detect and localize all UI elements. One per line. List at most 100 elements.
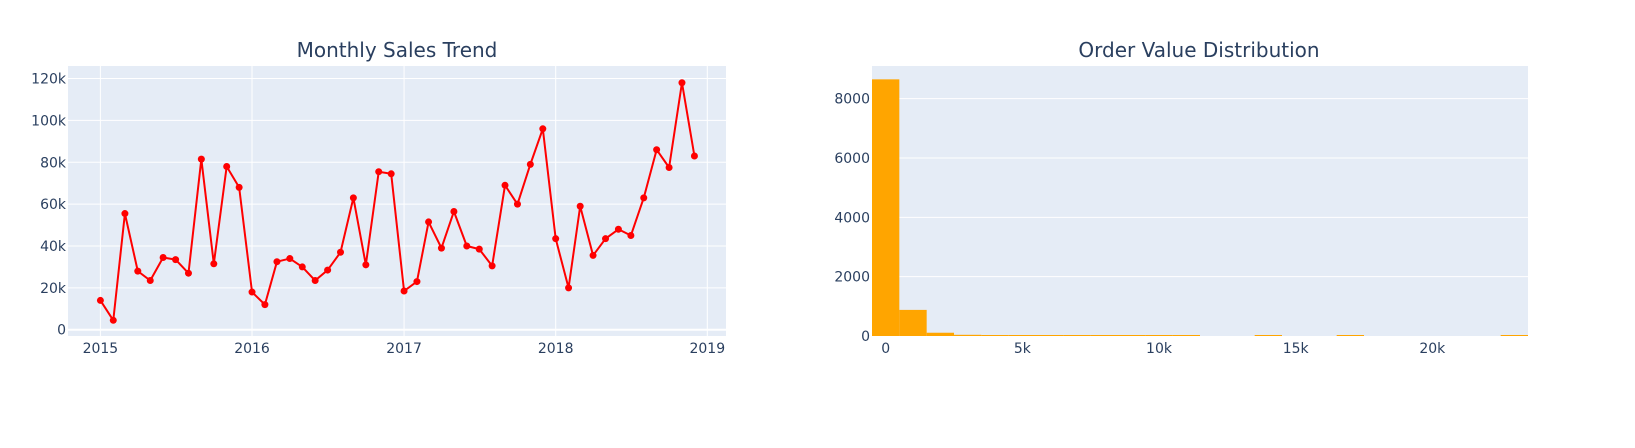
histogram-bar xyxy=(872,79,900,336)
x-tick-label: 15k xyxy=(1283,341,1310,357)
y-tick-label: 2000 xyxy=(834,270,870,286)
monthly-sales-plot: 2015 2016 2017 2018 2019 0 20k 40k 60k 80k 100k 12… xyxy=(31,38,726,357)
sales-point xyxy=(413,278,421,286)
y-tick-label: 40k xyxy=(40,239,67,255)
monthly-sales-y-ticks: 0 20k 40k 60k 80k 100k 120k xyxy=(31,72,67,339)
sales-point xyxy=(678,79,686,87)
sales-point xyxy=(121,210,129,218)
histogram-bar xyxy=(1090,335,1118,336)
sales-point xyxy=(387,170,395,178)
x-tick-label: 2019 xyxy=(689,341,725,357)
sales-point xyxy=(501,181,509,189)
y-tick-label: 4000 xyxy=(834,210,870,226)
order-value-plot-area xyxy=(872,66,1528,336)
sales-point xyxy=(273,258,281,266)
histogram-bar xyxy=(1118,335,1146,336)
sales-point xyxy=(690,152,698,160)
histogram-bar xyxy=(926,332,954,336)
y-tick-label: 8000 xyxy=(834,92,870,108)
sales-point xyxy=(311,277,319,285)
sales-point xyxy=(172,256,180,264)
sales-point xyxy=(475,245,483,253)
sales-point xyxy=(526,160,534,168)
y-tick-label: 6000 xyxy=(834,151,870,167)
sales-point xyxy=(552,235,560,243)
sales-point xyxy=(450,207,458,215)
y-tick-label: 120k xyxy=(31,72,67,88)
histogram-bar xyxy=(1500,335,1528,336)
sales-point xyxy=(602,235,610,243)
y-tick-label: 60k xyxy=(40,197,67,213)
y-tick-label: 0 xyxy=(57,323,66,339)
sales-point xyxy=(349,194,357,202)
monthly-sales-gridlines xyxy=(68,66,726,336)
x-tick-label: 2018 xyxy=(538,341,574,357)
sales-point xyxy=(463,242,471,250)
histogram-bar xyxy=(1036,335,1064,336)
x-tick-label: 2015 xyxy=(83,341,119,357)
order-value-x-ticks: 0 5k 10k 15k 20k xyxy=(881,341,1446,357)
histogram-bar xyxy=(1336,335,1364,336)
sales-point xyxy=(337,248,345,256)
histogram-bar xyxy=(1145,335,1173,336)
sales-point xyxy=(96,296,104,304)
sales-point xyxy=(362,261,370,269)
sales-point xyxy=(223,162,231,170)
sales-point xyxy=(589,251,597,259)
monthly-sales-title: Monthly Sales Trend xyxy=(297,38,498,62)
histogram-bar xyxy=(899,309,927,336)
sales-point xyxy=(539,125,547,133)
sales-point xyxy=(627,232,635,240)
sales-point xyxy=(261,301,269,309)
x-tick-label: 2016 xyxy=(234,341,270,357)
sales-point xyxy=(375,168,383,176)
histogram-bar xyxy=(1063,335,1091,336)
order-value-gridlines xyxy=(872,98,1528,278)
x-tick-label: 10k xyxy=(1146,341,1173,357)
histogram-bar xyxy=(1172,335,1200,336)
order-value-title: Order Value Distribution xyxy=(1078,38,1319,62)
sales-point xyxy=(437,244,445,252)
y-tick-label: 0 xyxy=(861,329,870,345)
sales-point xyxy=(210,260,218,268)
sales-point xyxy=(159,254,167,262)
x-tick-label: 2017 xyxy=(386,341,422,357)
monthly-sales-x-ticks: 2015 2016 2017 2018 2019 xyxy=(83,341,726,357)
monthly-sales-plot-area xyxy=(68,66,726,336)
sales-point xyxy=(425,218,433,226)
monthly-sales-series xyxy=(96,79,698,324)
x-tick-label: 20k xyxy=(1419,341,1446,357)
y-tick-label: 20k xyxy=(40,281,67,297)
sales-point xyxy=(197,155,205,163)
sales-point xyxy=(576,202,584,210)
order-value-bars xyxy=(872,79,1528,336)
sales-point xyxy=(134,267,142,275)
y-tick-label: 80k xyxy=(40,155,67,171)
sales-point xyxy=(248,288,256,296)
order-value-plot: 0 5k 10k 15k 20k 0 2000 4000 6000 8000 Order Val… xyxy=(834,38,1528,357)
y-tick-label: 100k xyxy=(31,113,67,129)
sales-point xyxy=(324,266,332,274)
sales-point xyxy=(653,146,661,154)
x-tick-label: 0 xyxy=(881,341,890,357)
sales-point xyxy=(298,263,306,271)
histogram-bar xyxy=(954,334,982,336)
sales-point xyxy=(488,262,496,270)
sales-point xyxy=(109,316,117,324)
sales-point xyxy=(146,277,154,285)
sales-point xyxy=(400,287,408,295)
histogram-bar xyxy=(981,335,1009,336)
x-tick-label: 5k xyxy=(1014,341,1032,357)
histogram-bar xyxy=(1254,335,1282,336)
sales-point xyxy=(614,225,622,233)
sales-point xyxy=(184,269,192,277)
sales-point xyxy=(286,255,294,263)
order-value-y-ticks: 0 2000 4000 6000 8000 xyxy=(834,92,870,345)
sales-point xyxy=(513,200,521,208)
sales-point xyxy=(235,183,243,191)
sales-point xyxy=(565,284,573,292)
histogram-bar xyxy=(1008,335,1036,336)
sales-point xyxy=(640,194,648,202)
